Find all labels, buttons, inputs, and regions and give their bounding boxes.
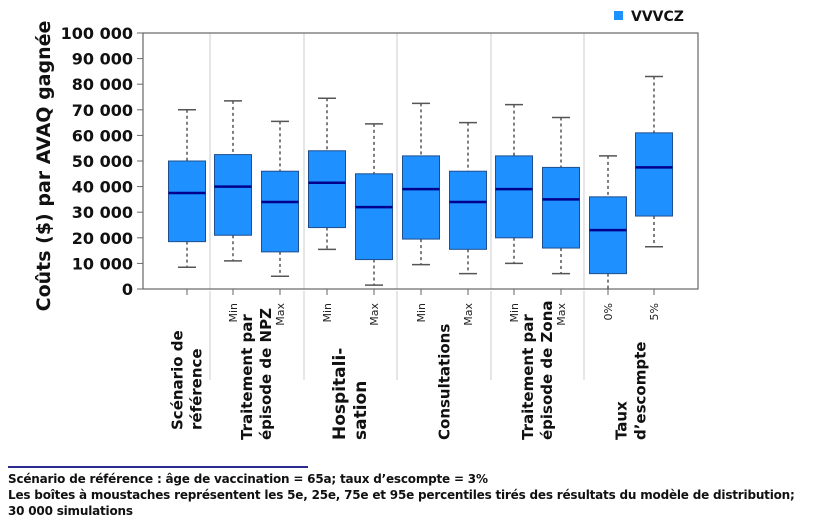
group-label: Traitement par [238, 314, 256, 440]
legend-label: VVVCZ [631, 9, 684, 25]
group-label: Consultations [436, 324, 454, 440]
group-label: sation [351, 381, 371, 440]
box-iqr [449, 170, 487, 250]
y-tick-label: 100 000 [61, 24, 133, 43]
box-iqr [261, 170, 299, 253]
group-label: épisode de Zona [538, 300, 556, 440]
group-label: Scénario de [169, 330, 187, 430]
x-sublabel: Max [274, 303, 287, 326]
group-label: d’escompte [632, 342, 650, 440]
figure-notes: Scénario de référence : âge de vaccinati… [8, 466, 823, 519]
box-iqr [168, 160, 206, 243]
group-label: Taux [613, 401, 631, 440]
axes: 0 10 000 20 000 30 000 40 000 50 000 60 000 70 … [61, 24, 699, 299]
x-sublabel: Min [227, 303, 240, 323]
x-sublabel: Min [321, 303, 334, 323]
y-tick-label: 60 000 [72, 126, 133, 145]
x-sublabel: Max [555, 303, 568, 326]
y-tick-label: 90 000 [72, 50, 133, 69]
x-sublabel: Max [368, 303, 381, 326]
note-baseline-scenario: Scénario de référence : âge de vaccinati… [8, 472, 488, 486]
legend-swatch [614, 11, 623, 20]
boxes [168, 75, 673, 289]
box-iqr [589, 196, 627, 275]
group-label: Traitement par [519, 314, 537, 440]
y-tick-label: 20 000 [72, 229, 133, 248]
group-separators [209, 33, 585, 380]
group-label: référence [188, 348, 206, 430]
note-simulations: 30 000 simulations [8, 504, 133, 518]
note-boxplot-description: Les boîtes à moustaches représentent les… [8, 488, 795, 502]
y-tick-label: 80 000 [72, 75, 133, 94]
box-iqr [495, 155, 533, 239]
group-label: épisode de NPZ [257, 308, 275, 440]
y-tick-label: 40 000 [72, 178, 133, 197]
x-sublabel: Min [508, 303, 521, 323]
y-tick-label: 50 000 [72, 152, 133, 171]
boxplot-chart: 0 10 000 20 000 30 000 40 000 50 000 60 000 70 … [33, 9, 699, 440]
box-iqr [214, 154, 252, 236]
labels: Scénario de référence Min Max Traitement par… [169, 300, 662, 440]
y-axis-label: Coûts ($) par AVAQ gagnée [33, 21, 55, 312]
box-iqr [355, 173, 393, 261]
x-sublabel: Min [415, 303, 428, 323]
y-tick-label: 30 000 [72, 203, 133, 222]
x-sublabel: 5% [648, 303, 661, 320]
y-tick-label: 0 [122, 280, 133, 299]
box-iqr [635, 132, 673, 217]
y-tick-label: 70 000 [72, 101, 133, 120]
notes-divider [8, 466, 308, 468]
group-label: Hospitali- [330, 348, 350, 440]
legend: VVVCZ [614, 9, 684, 25]
y-tick-label: 10 000 [72, 254, 133, 273]
x-sublabel: Max [462, 303, 475, 326]
box-iqr [542, 166, 580, 249]
box-iqr [402, 155, 440, 240]
x-sublabel: 0% [602, 303, 615, 320]
box-iqr [308, 150, 346, 229]
